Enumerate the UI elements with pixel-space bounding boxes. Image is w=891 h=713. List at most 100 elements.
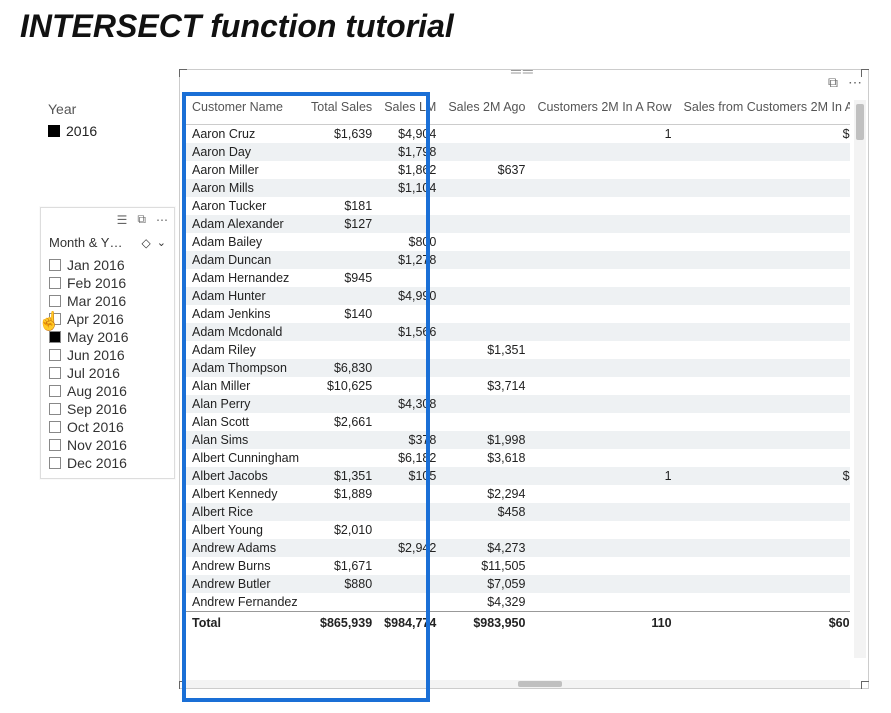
checkbox-icon[interactable]	[49, 385, 61, 397]
checkbox-icon[interactable]	[49, 439, 61, 451]
drag-handle-icon[interactable]: ☰	[117, 213, 128, 227]
column-header[interactable]: Sales 2M Ago	[442, 96, 531, 125]
column-header[interactable]: Sales LM	[378, 96, 442, 125]
table-cell: Aaron Tucker	[186, 197, 305, 215]
eraser-icon[interactable]: ◇	[142, 236, 151, 250]
month-item[interactable]: Jun 2016	[49, 346, 168, 364]
checkbox-icon[interactable]	[49, 277, 61, 289]
month-item[interactable]: Feb 2016	[49, 274, 168, 292]
vertical-scrollbar[interactable]	[854, 100, 866, 658]
table-row[interactable]: Andrew Burns$1,671$11,505	[186, 557, 850, 575]
table-row[interactable]: Aaron Day$1,798	[186, 143, 850, 161]
checkbox-icon[interactable]	[49, 349, 61, 361]
table-cell: $4,329	[442, 593, 531, 612]
checkbox-icon[interactable]	[49, 331, 61, 343]
column-header[interactable]: Total Sales	[305, 96, 378, 125]
table-row[interactable]: Adam Mcdonald$1,566	[186, 323, 850, 341]
chevron-down-icon[interactable]: ⌄	[157, 236, 166, 249]
table-row[interactable]: Albert Jacobs$1,351$1051$1,456	[186, 467, 850, 485]
table-row[interactable]: Alan Perry$4,308	[186, 395, 850, 413]
table-cell: Adam Riley	[186, 341, 305, 359]
table-row[interactable]: Aaron Cruz$1,639$4,9041$6,543	[186, 125, 850, 144]
table-cell	[378, 377, 442, 395]
table-row[interactable]: Adam Hernandez$945	[186, 269, 850, 287]
table-row[interactable]: Albert Kennedy$1,889$2,294	[186, 485, 850, 503]
checkbox-icon[interactable]	[49, 259, 61, 271]
month-item[interactable]: Sep 2016	[49, 400, 168, 418]
month-item[interactable]: Nov 2016	[49, 436, 168, 454]
table-cell	[678, 575, 850, 593]
checkbox-icon[interactable]	[49, 421, 61, 433]
more-options-icon[interactable]: ⋯	[156, 213, 168, 227]
column-header[interactable]: Customer Name	[186, 96, 305, 125]
table-row[interactable]: Alan Miller$10,625$3,714	[186, 377, 850, 395]
data-table: Customer NameTotal SalesSales LMSales 2M…	[186, 96, 850, 632]
table-row[interactable]: Andrew Adams$2,942$4,273	[186, 539, 850, 557]
table-cell	[442, 179, 531, 197]
table-cell	[305, 143, 378, 161]
table-cell	[305, 233, 378, 251]
table-cell	[305, 593, 378, 612]
table-row[interactable]: Adam Alexander$127	[186, 215, 850, 233]
table-cell: $1,862	[378, 161, 442, 179]
table-cell	[442, 305, 531, 323]
table-row[interactable]: Adam Duncan$1,278	[186, 251, 850, 269]
table-cell	[305, 431, 378, 449]
month-item-label: Oct 2016	[67, 419, 124, 435]
more-options-icon[interactable]: ⋯	[848, 74, 862, 91]
table-cell	[378, 575, 442, 593]
table-cell: $3,618	[442, 449, 531, 467]
table-cell: $945	[305, 269, 378, 287]
table-cell	[678, 503, 850, 521]
scrollbar-thumb[interactable]	[518, 681, 562, 687]
column-header[interactable]: Sales from Customers 2M In A Row	[678, 96, 850, 125]
table-row[interactable]: Adam Riley$1,351	[186, 341, 850, 359]
month-item[interactable]: Mar 2016	[49, 292, 168, 310]
table-row[interactable]: Aaron Mills$1,104	[186, 179, 850, 197]
table-row[interactable]: Adam Bailey$800	[186, 233, 850, 251]
table-row[interactable]: Albert Rice$458	[186, 503, 850, 521]
month-slicer: ☰ ⧉ ⋯ Month & Y… ◇ ⌄ Jan 2016Feb 2016Mar…	[40, 207, 175, 479]
table-cell	[531, 197, 677, 215]
table-row[interactable]: Aaron Miller$1,862$637	[186, 161, 850, 179]
table-cell: $6,182	[378, 449, 442, 467]
table-cell: $127	[305, 215, 378, 233]
year-item[interactable]: 2016	[48, 123, 168, 139]
month-item[interactable]: Aug 2016	[49, 382, 168, 400]
table-row[interactable]: Adam Jenkins$140	[186, 305, 850, 323]
table-row[interactable]: Adam Hunter$4,990	[186, 287, 850, 305]
focus-mode-icon[interactable]: ⧉	[828, 74, 838, 91]
checkbox-icon[interactable]	[49, 367, 61, 379]
checkbox-icon[interactable]	[49, 403, 61, 415]
scrollbar-thumb[interactable]	[856, 104, 864, 140]
table-row[interactable]: Alan Scott$2,661	[186, 413, 850, 431]
table-row[interactable]: Alan Sims$378$1,998	[186, 431, 850, 449]
checkbox-icon[interactable]	[49, 295, 61, 307]
table-cell	[678, 557, 850, 575]
table-row[interactable]: Andrew Butler$880$7,059	[186, 575, 850, 593]
table-cell	[442, 413, 531, 431]
year-slicer-title: Year	[48, 101, 168, 117]
table-row[interactable]: Aaron Tucker$181	[186, 197, 850, 215]
table-row[interactable]: Andrew Fernandez$4,329	[186, 593, 850, 612]
month-item[interactable]: Jul 2016	[49, 364, 168, 382]
column-header[interactable]: Customers 2M In A Row	[531, 96, 677, 125]
table-row[interactable]: Albert Cunningham$6,182$3,618	[186, 449, 850, 467]
checkbox-icon[interactable]	[48, 125, 60, 137]
table-cell	[442, 269, 531, 287]
month-item[interactable]: Oct 2016	[49, 418, 168, 436]
table-cell	[678, 431, 850, 449]
table-cell	[678, 341, 850, 359]
horizontal-scrollbar[interactable]	[186, 680, 850, 688]
month-item[interactable]: May 2016	[49, 328, 168, 346]
table-row[interactable]: Adam Thompson$6,830	[186, 359, 850, 377]
month-item[interactable]: Apr 2016	[49, 310, 168, 328]
checkbox-icon[interactable]	[49, 457, 61, 469]
month-item[interactable]: Jan 2016	[49, 256, 168, 274]
focus-mode-icon[interactable]: ⧉	[137, 212, 146, 227]
drag-handle-icon[interactable]: ══	[511, 69, 537, 75]
table-cell	[531, 269, 677, 287]
table-row[interactable]: Albert Young$2,010	[186, 521, 850, 539]
month-item[interactable]: Dec 2016	[49, 454, 168, 472]
table-cell	[531, 557, 677, 575]
